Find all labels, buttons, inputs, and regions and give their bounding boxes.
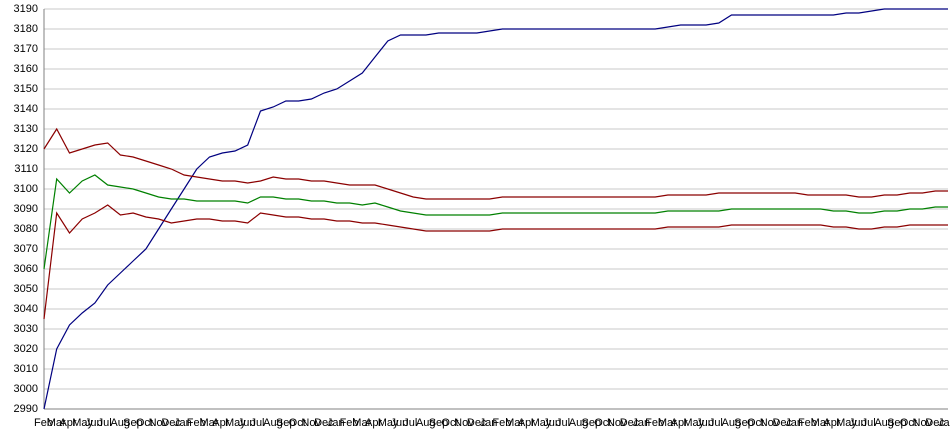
x-tick-label: Feb [187,417,206,429]
y-tick-label: 3120 [14,143,38,155]
series-line [43,204,948,320]
x-tick-label: Apr [365,417,382,429]
y-tick-label: 3010 [14,363,38,375]
x-tick-label: Apr [823,417,840,429]
x-tick-label: May [836,417,857,429]
x-tick-label: Jul [403,417,417,429]
x-tick-label: Sep [276,417,296,429]
x-tick-label: Jun [238,417,256,429]
y-tick-label: 3180 [14,23,38,35]
y-tick-label: 3030 [14,323,38,335]
x-tick-label: Jan [480,417,498,429]
x-tick-label: Mar [352,417,371,429]
x-tick-label: Mar [658,417,677,429]
x-tick-label: Oct [747,417,764,429]
x-tick-label: Feb [798,417,817,429]
x-tick-label: Nov [149,417,169,429]
x-tick-label: Jan [632,417,650,429]
x-tick-label: Mar [47,417,66,429]
x-tick-label: Jun [543,417,561,429]
x-tick-label: Jun [696,417,714,429]
x-tick-label: Mar [200,417,219,429]
x-tick-label: Jan [174,417,192,429]
x-tick-label: Aug [722,417,742,429]
x-tick-label: Aug [874,417,894,429]
x-tick-label: Sep [429,417,449,429]
y-tick-label: 3110 [14,163,38,175]
y-tick-label: 3060 [14,263,38,275]
x-tick-label: Aug [416,417,436,429]
series-line [43,174,948,270]
y-tick-label: 3040 [14,303,38,315]
x-tick-label: Nov [607,417,627,429]
x-tick-label: Sep [581,417,601,429]
x-tick-label: Dec [314,417,334,429]
x-tick-label: Oct [594,417,611,429]
x-tick-label: Jul [98,417,112,429]
x-tick-label: Nov [760,417,780,429]
x-tick-label: Feb [340,417,359,429]
x-tick-label: Sep [734,417,754,429]
x-tick-label: Nov [301,417,321,429]
x-tick-label: Aug [569,417,589,429]
x-tick-label: Jul [250,417,264,429]
x-tick-label: May [531,417,552,429]
x-tick-label: Sep [887,417,907,429]
x-tick-label: Nov [454,417,474,429]
y-tick-label: 3160 [14,63,38,75]
x-tick-label: Sep [123,417,143,429]
x-tick-label: Jun [391,417,409,429]
x-tick-label: Jul [556,417,570,429]
x-tick-label: Jan [327,417,345,429]
x-tick-label: Apr [212,417,229,429]
x-tick-label: Jul [862,417,876,429]
x-tick-label: May [72,417,93,429]
x-tick-label: Feb [34,417,53,429]
x-tick-label: Aug [263,417,283,429]
y-tick-label: 3190 [14,3,38,15]
x-tick-label: Aug [110,417,130,429]
x-tick-label: Dec [620,417,640,429]
x-tick-label: Jun [85,417,103,429]
x-tick-label: Mar [811,417,830,429]
x-tick-label: Oct [136,417,153,429]
x-tick-label: Jun [849,417,867,429]
y-tick-label: 3150 [14,83,38,95]
x-tick-label: Dec [161,417,181,429]
y-tick-label: 3140 [14,103,38,115]
x-tick-label: Dec [772,417,792,429]
x-tick-label: Mar [505,417,524,429]
x-tick-label: Apr [518,417,535,429]
y-tick-label: 3080 [14,223,38,235]
series-line [43,8,948,410]
x-tick-label: Nov [913,417,933,429]
series-line [43,127,948,200]
y-tick-label: 3130 [14,123,38,135]
y-tick-label: 3170 [14,43,38,55]
y-tick-label: 3090 [14,203,38,215]
x-tick-label: Feb [645,417,664,429]
y-tick-label: 3050 [14,283,38,295]
y-tick-label: 3100 [14,183,38,195]
x-tick-label: Oct [900,417,917,429]
x-tick-label: May [683,417,704,429]
y-tick-label: 3070 [14,243,38,255]
y-tick-label: 2990 [14,403,38,415]
x-tick-label: Dec [925,417,945,429]
x-tick-label: Apr [671,417,688,429]
x-tick-label: May [225,417,246,429]
x-tick-label: Oct [289,417,306,429]
x-tick-label: Apr [59,417,76,429]
x-tick-label: Jan [785,417,803,429]
x-tick-label: Jan [938,417,950,429]
y-tick-label: 3000 [14,383,38,395]
x-tick-label: Jul [709,417,723,429]
y-tick-label: 3020 [14,343,38,355]
x-tick-label: Oct [441,417,458,429]
x-tick-label: May [378,417,399,429]
x-tick-label: Feb [492,417,511,429]
x-tick-label: Dec [467,417,487,429]
